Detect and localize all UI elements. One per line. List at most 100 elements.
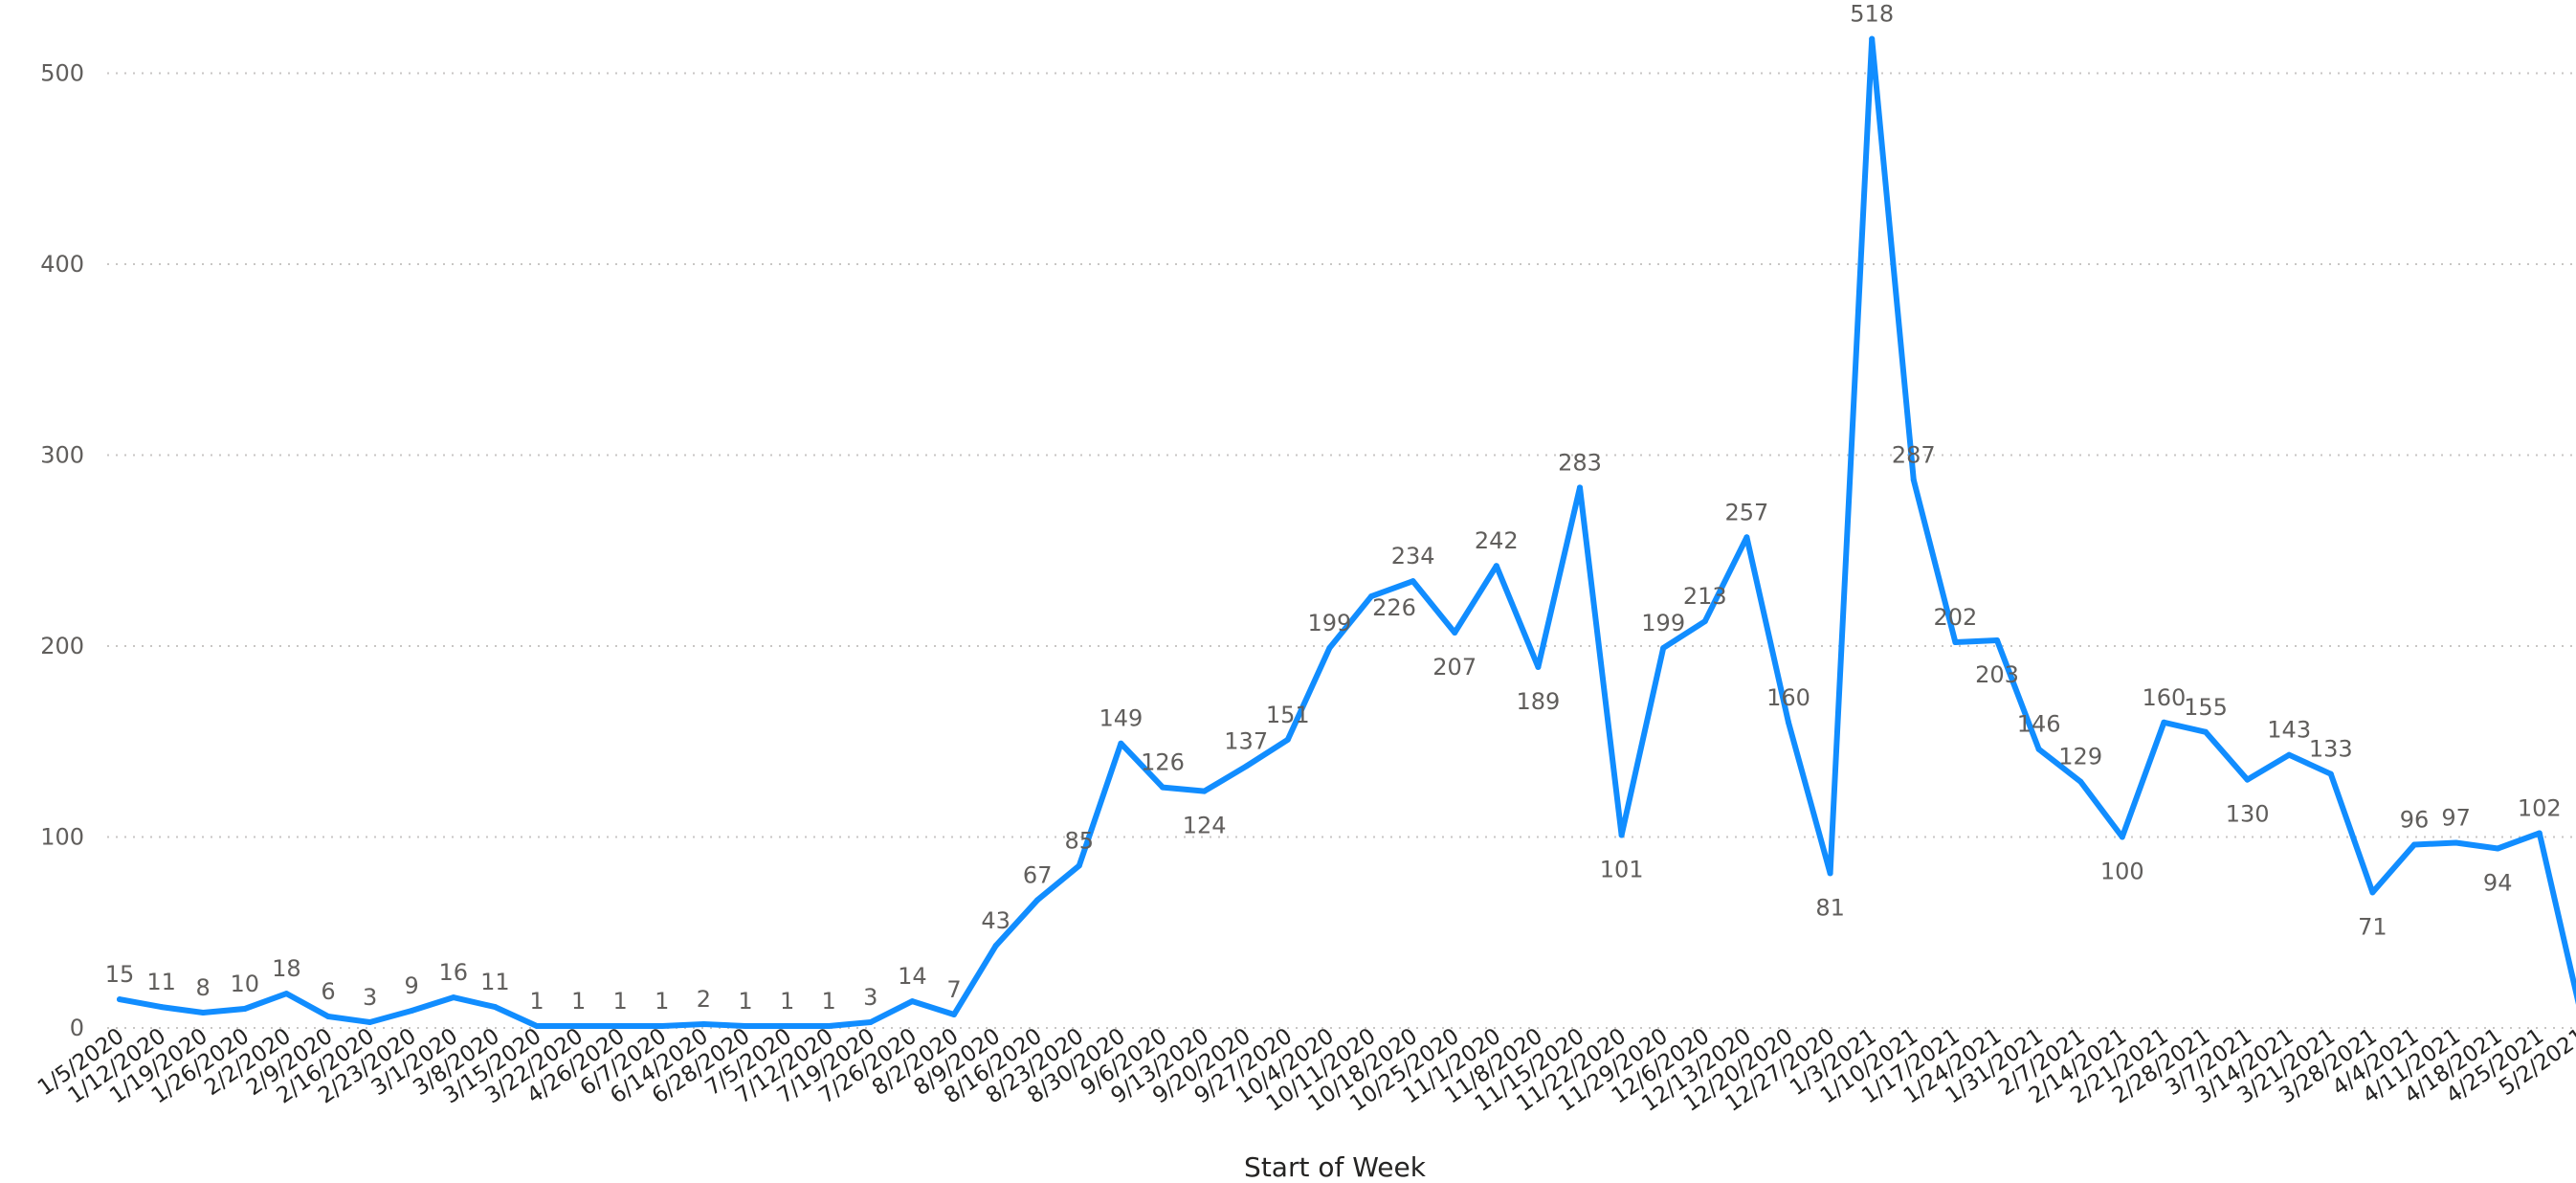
data-label: 242 bbox=[1475, 527, 1519, 554]
data-point bbox=[492, 1004, 499, 1011]
x-axis-title: Start of Week bbox=[1244, 1151, 1427, 1183]
data-point bbox=[1618, 832, 1625, 838]
data-point bbox=[575, 1023, 582, 1030]
data-point bbox=[2536, 830, 2543, 837]
data-point bbox=[1827, 870, 1833, 877]
data-label: 126 bbox=[1141, 749, 1185, 776]
y-tick-label: 500 bbox=[40, 60, 84, 87]
data-label: 67 bbox=[1023, 861, 1053, 888]
data-point bbox=[867, 1019, 874, 1026]
data-label: 213 bbox=[1683, 583, 1727, 610]
data-point bbox=[1786, 719, 1791, 725]
data-label: 10 bbox=[231, 971, 260, 997]
data-label: 7 bbox=[946, 976, 961, 1003]
data-label: 199 bbox=[1641, 610, 1685, 636]
data-point bbox=[1493, 563, 1499, 569]
data-label: 81 bbox=[1815, 894, 1845, 921]
data-point bbox=[117, 996, 122, 1003]
data-label: 2 bbox=[697, 986, 711, 1013]
data-point bbox=[1284, 736, 1291, 743]
data-label: 94 bbox=[2483, 869, 2513, 896]
data-label: 1 bbox=[529, 988, 544, 1015]
data-point bbox=[1034, 897, 1041, 904]
data-label: 96 bbox=[2400, 806, 2430, 833]
data-label: 189 bbox=[1516, 688, 1560, 715]
data-label: 3 bbox=[363, 984, 377, 1011]
y-tick-label: 300 bbox=[40, 442, 84, 469]
y-tick-label: 100 bbox=[40, 824, 84, 851]
data-label: 234 bbox=[1391, 543, 1435, 569]
data-point bbox=[1660, 644, 1667, 651]
data-point bbox=[1201, 788, 1208, 794]
data-point bbox=[743, 1023, 748, 1030]
data-point bbox=[1994, 637, 2000, 644]
data-label: 226 bbox=[1372, 594, 1416, 621]
data-label: 1 bbox=[822, 988, 836, 1015]
data-point bbox=[283, 991, 290, 997]
data-point bbox=[1326, 644, 1333, 651]
data-label: 11 bbox=[146, 969, 176, 995]
data-label: 155 bbox=[2184, 694, 2228, 721]
data-label: 101 bbox=[1600, 857, 1644, 883]
data-label: 16 bbox=[439, 959, 469, 986]
data-label: 7 bbox=[2574, 976, 2576, 1003]
data-label: 133 bbox=[2309, 736, 2353, 763]
data-label: 137 bbox=[1224, 728, 1268, 755]
data-label: 1 bbox=[738, 988, 752, 1015]
data-point bbox=[1910, 477, 1917, 483]
data-point bbox=[1118, 740, 1124, 747]
data-label: 124 bbox=[1183, 813, 1227, 839]
data-point bbox=[1869, 35, 1876, 42]
data-label: 149 bbox=[1099, 705, 1143, 732]
data-label: 1 bbox=[655, 988, 669, 1015]
data-point bbox=[951, 1012, 957, 1018]
data-label: 207 bbox=[1432, 654, 1477, 681]
data-label: 129 bbox=[2058, 744, 2102, 770]
data-label: 199 bbox=[1307, 610, 1351, 636]
data-point bbox=[2495, 845, 2501, 852]
gridlines bbox=[107, 72, 2572, 1029]
data-point bbox=[2411, 841, 2417, 848]
series-line bbox=[117, 35, 2576, 1030]
data-point bbox=[2119, 834, 2125, 840]
data-label: 100 bbox=[2100, 859, 2144, 885]
data-point bbox=[1743, 534, 1750, 541]
data-label: 146 bbox=[2017, 711, 2061, 738]
data-point bbox=[200, 1010, 207, 1016]
data-label: 3 bbox=[863, 984, 877, 1011]
data-point bbox=[700, 1021, 707, 1028]
data-point bbox=[1243, 763, 1250, 770]
data-point bbox=[784, 1023, 790, 1030]
data-label: 287 bbox=[1892, 441, 1936, 468]
data-point bbox=[366, 1019, 373, 1026]
data-point bbox=[1410, 578, 1416, 585]
data-label: 9 bbox=[405, 972, 419, 999]
data-label: 257 bbox=[1724, 499, 1768, 525]
data-label: 11 bbox=[480, 969, 510, 995]
data-point bbox=[2203, 728, 2209, 735]
data-label: 1 bbox=[613, 988, 628, 1015]
data-label: 518 bbox=[1850, 1, 1894, 28]
data-point bbox=[1368, 593, 1374, 600]
data-point bbox=[826, 1023, 833, 1030]
data-point bbox=[1076, 862, 1082, 869]
data-point bbox=[1577, 484, 1583, 491]
data-point bbox=[1535, 663, 1542, 670]
data-point bbox=[2035, 746, 2042, 752]
data-point bbox=[2327, 770, 2334, 777]
data-label: 203 bbox=[1975, 661, 2019, 688]
data-label: 15 bbox=[105, 961, 135, 988]
data-label: 102 bbox=[2518, 795, 2562, 822]
data-label: 160 bbox=[1766, 684, 1810, 711]
data-point bbox=[909, 998, 916, 1005]
data-point bbox=[1452, 630, 1458, 636]
data-label: 97 bbox=[2441, 804, 2471, 831]
data-point bbox=[241, 1006, 248, 1013]
data-point bbox=[2286, 751, 2293, 758]
data-label: 71 bbox=[2358, 913, 2387, 940]
data-label: 202 bbox=[1933, 604, 1977, 631]
data-point bbox=[1701, 618, 1708, 625]
data-label: 130 bbox=[2226, 801, 2270, 828]
